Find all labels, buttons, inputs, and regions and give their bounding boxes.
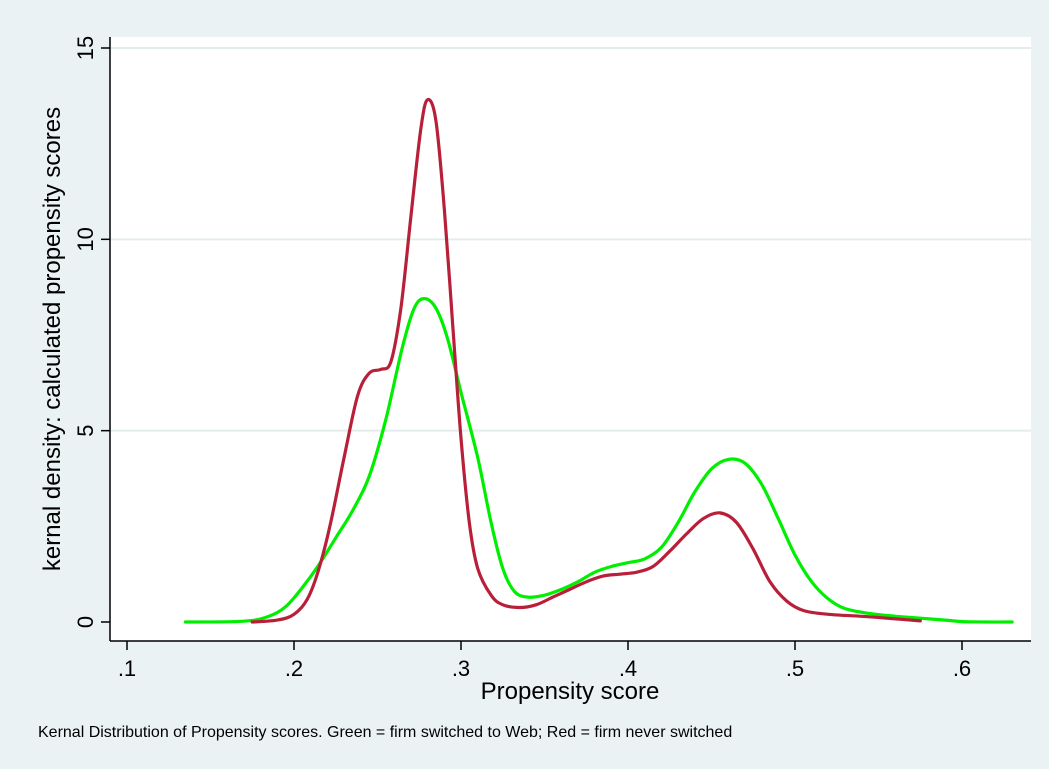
y-tick-label-2: 10 [73,227,98,251]
plot-background [110,37,1031,641]
y-tick-label-3: 15 [73,36,98,60]
series-layer [183,97,1014,624]
ticks: 0 5 10 15 .1 .2 .3 .4 .5 .6 [73,36,971,681]
axes [109,37,1031,642]
y-tick-label-1: 5 [73,425,98,437]
x-tick-label-3: .4 [619,656,637,681]
x-tick-label-5: .6 [953,656,971,681]
y-tick-label-0: 0 [73,616,98,628]
x-tick-label-4: .5 [786,656,804,681]
gridlines [110,47,1031,432]
red-density-line [250,97,922,624]
chart-note: Kernal Distribution of Propensity scores… [38,724,732,741]
x-tick-label-0: .1 [118,656,136,681]
x-axis-title: Propensity score [481,678,660,705]
x-tick-label-1: .2 [285,656,303,681]
x-tick-label-2: .3 [452,656,470,681]
y-axis-title: kernal density: calculated propensity sc… [39,107,66,571]
green-density-line [183,297,1014,624]
